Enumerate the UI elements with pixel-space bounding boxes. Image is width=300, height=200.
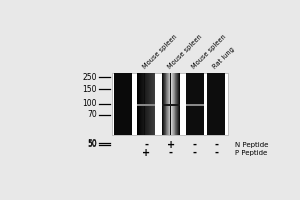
Text: +: +: [142, 148, 150, 158]
Text: Mouse spleen: Mouse spleen: [142, 34, 179, 70]
Bar: [151, 73, 152, 135]
Bar: [173, 73, 174, 135]
Bar: [145, 73, 146, 135]
Text: -: -: [214, 140, 218, 150]
Bar: [162, 73, 180, 135]
Bar: [170, 73, 171, 135]
Bar: [179, 73, 180, 135]
Bar: [144, 73, 145, 135]
Bar: [171, 73, 172, 135]
Bar: [169, 73, 170, 135]
Bar: [140, 73, 141, 135]
Bar: [186, 104, 203, 106]
Bar: [172, 73, 173, 135]
Bar: [207, 73, 225, 135]
Bar: [137, 73, 138, 135]
Bar: [169, 73, 170, 135]
Bar: [149, 73, 150, 135]
Bar: [137, 73, 155, 135]
Text: Rat lung: Rat lung: [212, 46, 236, 70]
Text: -: -: [193, 140, 197, 150]
Bar: [174, 73, 175, 135]
Bar: [168, 73, 169, 135]
Bar: [177, 73, 178, 135]
Text: 100: 100: [82, 99, 97, 108]
Text: Mouse spleen: Mouse spleen: [167, 34, 203, 70]
Text: -: -: [214, 148, 218, 158]
Text: -: -: [169, 148, 173, 158]
Bar: [162, 73, 163, 135]
Text: P Peptide: P Peptide: [235, 150, 267, 156]
Bar: [148, 73, 149, 135]
Text: Mouse spleen: Mouse spleen: [190, 34, 227, 70]
Bar: [141, 73, 142, 135]
Text: -: -: [193, 148, 197, 158]
Bar: [162, 104, 180, 106]
Text: 150: 150: [82, 85, 97, 94]
Bar: [137, 104, 155, 106]
Bar: [138, 73, 139, 135]
Bar: [176, 73, 177, 135]
Bar: [146, 73, 147, 135]
Bar: [152, 73, 153, 135]
Bar: [186, 73, 203, 135]
Text: 50: 50: [87, 139, 97, 148]
Text: 70: 70: [87, 110, 97, 119]
Bar: [114, 73, 132, 135]
Bar: [147, 73, 148, 135]
Text: 250: 250: [82, 73, 97, 82]
Bar: [139, 73, 140, 135]
Bar: [165, 73, 166, 135]
Text: N Peptide: N Peptide: [235, 142, 268, 148]
Bar: [167, 73, 168, 135]
Bar: [154, 73, 155, 135]
Bar: [164, 73, 165, 135]
Bar: [178, 73, 179, 135]
Text: -: -: [144, 140, 148, 150]
Bar: [143, 73, 144, 135]
Text: 50: 50: [87, 140, 97, 149]
Bar: [112, 73, 228, 135]
Bar: [150, 73, 151, 135]
Bar: [142, 73, 143, 135]
Text: +: +: [167, 140, 175, 150]
Bar: [153, 73, 154, 135]
Bar: [163, 73, 164, 135]
